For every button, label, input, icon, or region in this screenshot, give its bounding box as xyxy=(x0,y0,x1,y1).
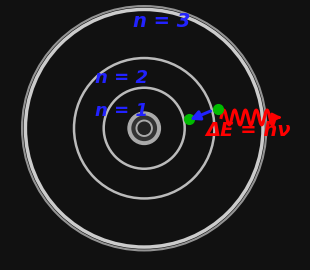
Text: n = 1: n = 1 xyxy=(95,102,148,120)
Text: ΔE = hν: ΔE = hν xyxy=(206,122,291,140)
Circle shape xyxy=(138,122,150,134)
Text: n = 2: n = 2 xyxy=(95,69,148,87)
Circle shape xyxy=(128,112,160,144)
Text: n = 3: n = 3 xyxy=(133,12,190,31)
